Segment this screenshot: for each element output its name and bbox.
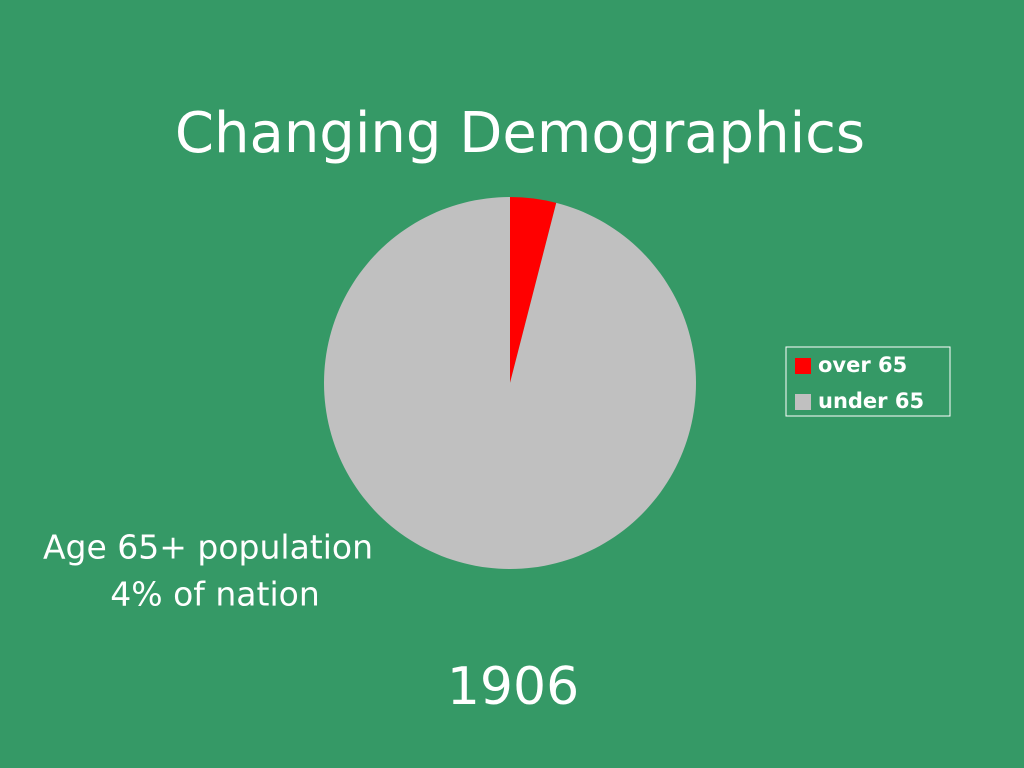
legend-label: under 65 — [818, 389, 924, 413]
chart-title: Changing Demographics — [175, 101, 865, 166]
legend-label: over 65 — [818, 353, 907, 377]
annotation: Age 65+ population — [43, 528, 373, 567]
caption: 1906 — [447, 657, 579, 717]
legend-swatch — [795, 394, 811, 410]
legend-swatch — [795, 358, 811, 374]
pie-slice — [324, 197, 696, 569]
pie-slice — [510, 197, 557, 383]
annotation: 4% of nation — [110, 575, 320, 614]
legend-box — [785, 346, 951, 417]
